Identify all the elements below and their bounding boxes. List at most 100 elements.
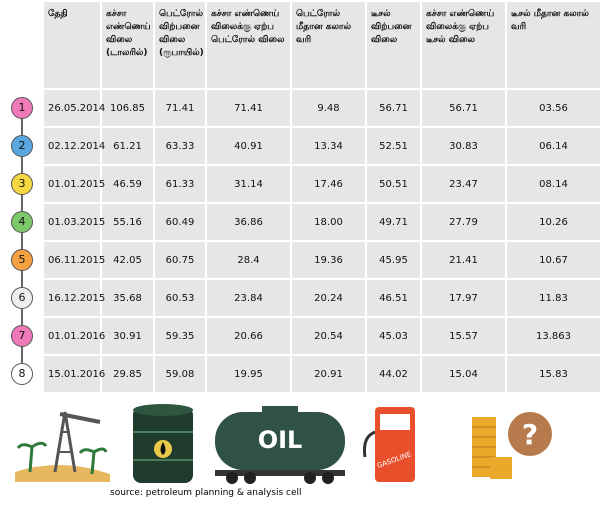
cell: 01.01.2015	[42, 164, 105, 204]
pump: GASOLINE	[363, 407, 415, 482]
index-cell: 8	[0, 354, 44, 394]
row: 1 26.05.2014 106.85 71.41 71.41 9.48 56.71 56.7…	[0, 88, 600, 128]
cell: 106.85	[100, 88, 155, 128]
cell: 08.14	[505, 164, 600, 204]
cell: 13.34	[290, 126, 367, 166]
cell: 01.01.2016	[42, 316, 105, 356]
cell: 45.95	[365, 240, 422, 280]
cell: 59.08	[153, 354, 207, 394]
row: 5 06.11.2015 42.05 60.75 28.4 19.36 45.95 21.41…	[0, 240, 600, 280]
index-circle: 1	[11, 97, 33, 119]
cell: 63.33	[153, 126, 207, 166]
cell: 45.03	[365, 316, 422, 356]
cell: 61.21	[100, 126, 155, 166]
cell: 20.24	[290, 278, 367, 318]
derrick	[15, 411, 110, 482]
cell: 49.71	[365, 202, 422, 242]
cell: 15.57	[420, 316, 507, 356]
cell: 50.51	[365, 164, 422, 204]
cell: 60.75	[153, 240, 207, 280]
cell: 10.26	[505, 202, 600, 242]
index-circle: 4	[11, 211, 33, 233]
cell: 61.33	[153, 164, 207, 204]
cell: 23.47	[420, 164, 507, 204]
header-cell	[0, 0, 44, 90]
cell: 18.00	[290, 202, 367, 242]
cell: 56.71	[365, 88, 422, 128]
cell: 19.95	[205, 354, 292, 394]
cell: 15.01.2016	[42, 354, 105, 394]
row: 3 01.01.2015 46.59 61.33 31.14 17.46 50.51 23.4…	[0, 164, 600, 204]
cell: 56.71	[420, 88, 507, 128]
cell: 01.03.2015	[42, 202, 105, 242]
question-mark: ?	[522, 418, 538, 451]
cell: 20.66	[205, 316, 292, 356]
cell: 03.56	[505, 88, 600, 128]
cell: 10.67	[505, 240, 600, 280]
cell: 46.51	[365, 278, 422, 318]
barrel	[133, 404, 193, 483]
header-cell: டீசல் விற்பனை விலை	[365, 0, 422, 90]
index-circle: 3	[11, 173, 33, 195]
cell: 06.11.2015	[42, 240, 105, 280]
cell: 59.35	[153, 316, 207, 356]
cell: 40.91	[205, 126, 292, 166]
row: 6 16.12.2015 35.68 60.53 23.84 20.24 46.51 17.9…	[0, 278, 600, 318]
row: 8 15.01.2016 29.85 59.08 19.95 20.91 44.02 15.0…	[0, 354, 600, 394]
table: தேதி கச்சா எண்ணெய் விலை (டாலரில்) பெட்ரோல்…	[0, 0, 600, 394]
index-circle: 2	[11, 135, 33, 157]
cell: 60.49	[153, 202, 207, 242]
header-cell: டீசல் மீதான கலால் வரி	[505, 0, 600, 90]
cell: 17.46	[290, 164, 367, 204]
cell: 42.05	[100, 240, 155, 280]
cell: 36.86	[205, 202, 292, 242]
icons: OIL GASOLINE ?	[15, 404, 552, 484]
index-circle: 8	[11, 363, 33, 385]
cell: 55.16	[100, 202, 155, 242]
cell: 60.53	[153, 278, 207, 318]
cell: 30.91	[100, 316, 155, 356]
cell: 21.41	[420, 240, 507, 280]
cell: 20.91	[290, 354, 367, 394]
cell: 11.83	[505, 278, 600, 318]
index-circle: 6	[11, 287, 33, 309]
cell: 17.97	[420, 278, 507, 318]
header-cell: பெட்ரோல் மீதான கலால் வரி	[290, 0, 367, 90]
cell: 19.36	[290, 240, 367, 280]
source: source: petroleum planning & analysis ce…	[110, 488, 302, 498]
cell: 06.14	[505, 126, 600, 166]
cell: 46.59	[100, 164, 155, 204]
header-cell: கச்சா எண்ணெய் விலைக்கு ஏற்ப பெட்ரோல் வில…	[205, 0, 292, 90]
table-body: 1 26.05.2014 106.85 71.41 71.41 9.48 56.71 56.7…	[0, 88, 600, 394]
row: 7 01.01.2016 30.91 59.35 20.66 20.54 45.03 15.5…	[0, 316, 600, 356]
cell: 13.863	[505, 316, 600, 356]
cell: 15.04	[420, 354, 507, 394]
cell: 29.85	[100, 354, 155, 394]
header-cell: தேதி	[42, 0, 102, 90]
cell: 27.79	[420, 202, 507, 242]
cell: 44.02	[365, 354, 422, 394]
header-cell: கச்சா எண்ணெய் விலை (டாலரில்)	[100, 0, 155, 90]
cell: 52.51	[365, 126, 422, 166]
cell: 71.41	[153, 88, 207, 128]
cell: 35.68	[100, 278, 155, 318]
cell: 23.84	[205, 278, 292, 318]
timeline	[21, 100, 23, 380]
tanker-label: OIL	[258, 426, 303, 454]
index-circle: 7	[11, 325, 33, 347]
cell: 31.14	[205, 164, 292, 204]
row: 2 02.12.2014 61.21 63.33 40.91 13.34 52.51 30.8…	[0, 126, 600, 166]
cell: 20.54	[290, 316, 367, 356]
cell: 28.4	[205, 240, 292, 280]
row: 4 01.03.2015 55.16 60.49 36.86 18.00 49.71 27.7…	[0, 202, 600, 242]
cell: 71.41	[205, 88, 292, 128]
cell: 30.83	[420, 126, 507, 166]
cell: 9.48	[290, 88, 367, 128]
tanker: OIL	[215, 406, 345, 484]
coins: ?	[472, 412, 552, 479]
cell: 26.05.2014	[42, 88, 105, 128]
cell: 15.83	[505, 354, 600, 394]
header-row: தேதி கச்சா எண்ணெய் விலை (டாலரில்) பெட்ரோல்…	[0, 0, 600, 90]
cell: 02.12.2014	[42, 126, 105, 166]
